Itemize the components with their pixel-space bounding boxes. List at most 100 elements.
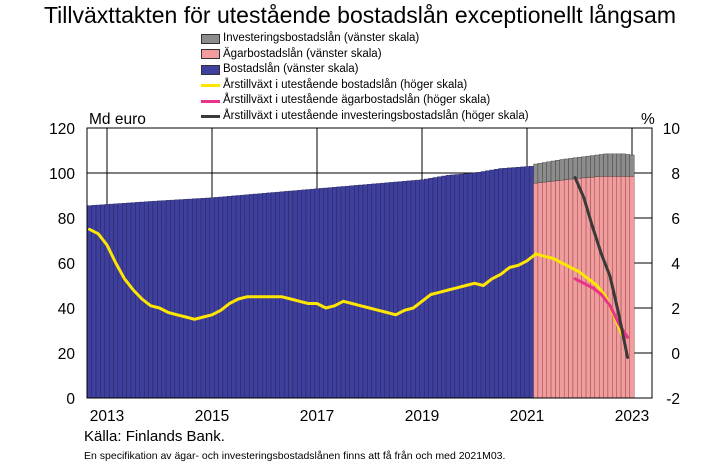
bar-bostadslan (323, 187, 329, 399)
bar-bostadslan (130, 202, 136, 399)
right-tick-label: 6 (671, 211, 680, 228)
bar-bostadslan (507, 167, 512, 399)
bar-bostadslan (445, 175, 451, 399)
bar-bostadslan (218, 196, 224, 399)
legend-swatch-bostadslan (201, 64, 220, 75)
bar-investeringsbostadslan (607, 153, 613, 177)
bar-investeringsbostadslan (585, 155, 591, 178)
bar-bostadslan (297, 190, 302, 399)
bar-bostadslan (135, 202, 141, 399)
bar-agarbostadslan (625, 176, 631, 399)
bar-agarbostadslan (546, 181, 552, 399)
bar-bostadslan (314, 188, 320, 399)
bar-agarbostadslan (550, 180, 556, 399)
bar-bostadslan (423, 178, 429, 399)
bar-agarbostadslan (603, 176, 609, 399)
right-tick-label: 10 (663, 121, 681, 138)
bar-bostadslan (227, 196, 232, 399)
left-axis-label: Md euro (89, 111, 146, 128)
bar-bostadslan (283, 191, 289, 399)
bar-bostadslan (419, 179, 425, 399)
x-tick-label: 2021 (510, 408, 544, 425)
bar-bostadslan (213, 197, 219, 399)
bar-bostadslan (415, 179, 421, 399)
bar-investeringsbostadslan (625, 154, 631, 177)
bar-agarbostadslan (629, 176, 635, 399)
bar-bostadslan (384, 182, 390, 399)
bar-bostadslan (100, 204, 106, 399)
bar-bostadslan (292, 190, 298, 399)
bar-bostadslan (183, 199, 189, 399)
bar-agarbostadslan (555, 180, 561, 399)
bar-bostadslan (108, 203, 114, 399)
bar-bostadslan (472, 172, 477, 399)
bar-agarbostadslan (542, 181, 547, 399)
bar-bostadslan (397, 181, 403, 399)
bar-bostadslan (275, 191, 281, 399)
legend-swatch-investeringsbostadslan (201, 33, 220, 44)
bar-agarbostadslan (537, 182, 543, 399)
bar-agarbostadslan (616, 176, 622, 399)
bar-bostadslan (362, 184, 368, 399)
left-tick-label: 100 (49, 166, 75, 183)
source-note: Källa: Finlands Bank. (84, 428, 225, 445)
bar-investeringsbostadslan (568, 158, 574, 180)
legend-label: Årstillväxt i utestående bostadslån (hög… (223, 78, 468, 91)
legend-swatch-owner-growth (201, 99, 220, 103)
line-owner-growth (573, 277, 630, 339)
left-tick-label: 80 (58, 211, 76, 228)
bar-investeringsbostadslan (559, 159, 565, 181)
bar-investeringsbostadslan (629, 154, 635, 177)
bar-investeringsbostadslan (594, 154, 600, 177)
bar-investeringsbostadslan (603, 153, 609, 177)
bar-bostadslan (104, 204, 110, 399)
bar-bostadslan (288, 190, 294, 399)
x-tick-label: 2015 (195, 408, 229, 425)
legend-swatch-investment-growth (201, 115, 220, 119)
legend-item-investeringsbostadslan: Investeringsbostadslån (vänster skala) (201, 31, 529, 47)
bar-investeringsbostadslan (620, 153, 626, 177)
bar-investeringsbostadslan (537, 163, 543, 183)
legend-label: Årstillväxt i utestående investeringsbos… (223, 109, 529, 122)
bar-bostadslan (310, 188, 316, 399)
bar-bostadslan (305, 189, 311, 399)
bar-bostadslan (393, 181, 399, 399)
bar-investeringsbostadslan (533, 163, 539, 184)
bar-bostadslan (170, 199, 176, 399)
right-tick-label: 4 (671, 256, 680, 273)
bar-bostadslan (270, 192, 276, 399)
chart-title: Tillväxttakten för utestående bostadslån… (43, 2, 677, 28)
bar-bostadslan (161, 200, 167, 399)
bar-investeringsbostadslan (577, 157, 582, 179)
bar-investeringsbostadslan (590, 155, 596, 178)
legend-item-agarbostadslan: Ägarbostadslån (vänster skala) (201, 47, 529, 63)
bar-bostadslan (279, 191, 285, 399)
legend-label: Bostadslån (vänster skala) (223, 63, 359, 76)
bar-bostadslan (493, 169, 499, 399)
bar-bostadslan (165, 200, 171, 399)
bar-bostadslan (515, 167, 521, 399)
bar-bostadslan (157, 200, 162, 399)
bar-bostadslan (174, 199, 180, 399)
bar-bostadslan (336, 186, 342, 399)
bar-bostadslan (502, 167, 508, 399)
bar-investeringsbostadslan (550, 160, 556, 182)
bar-investeringsbostadslan (616, 153, 622, 177)
bar-bostadslan (117, 203, 123, 399)
bar-agarbostadslan (577, 178, 582, 399)
lines-layer (88, 176, 630, 359)
bar-bostadslan (489, 169, 495, 399)
bar-agarbostadslan (559, 179, 565, 399)
bar-agarbostadslan (572, 178, 578, 399)
bar-bostadslan (222, 196, 228, 399)
footnote: En specifikation av ägar- och investerin… (84, 450, 506, 462)
bar-bostadslan (152, 200, 158, 399)
bars-layer (87, 153, 635, 399)
bar-bostadslan (122, 203, 127, 399)
bar-bostadslan (437, 176, 442, 399)
left-tick-label: 120 (49, 121, 75, 138)
legend-label: Årstillväxt i utestående ägarbostadslån … (223, 94, 491, 107)
bar-bostadslan (520, 166, 526, 399)
legend-swatch-total-growth (201, 84, 220, 88)
